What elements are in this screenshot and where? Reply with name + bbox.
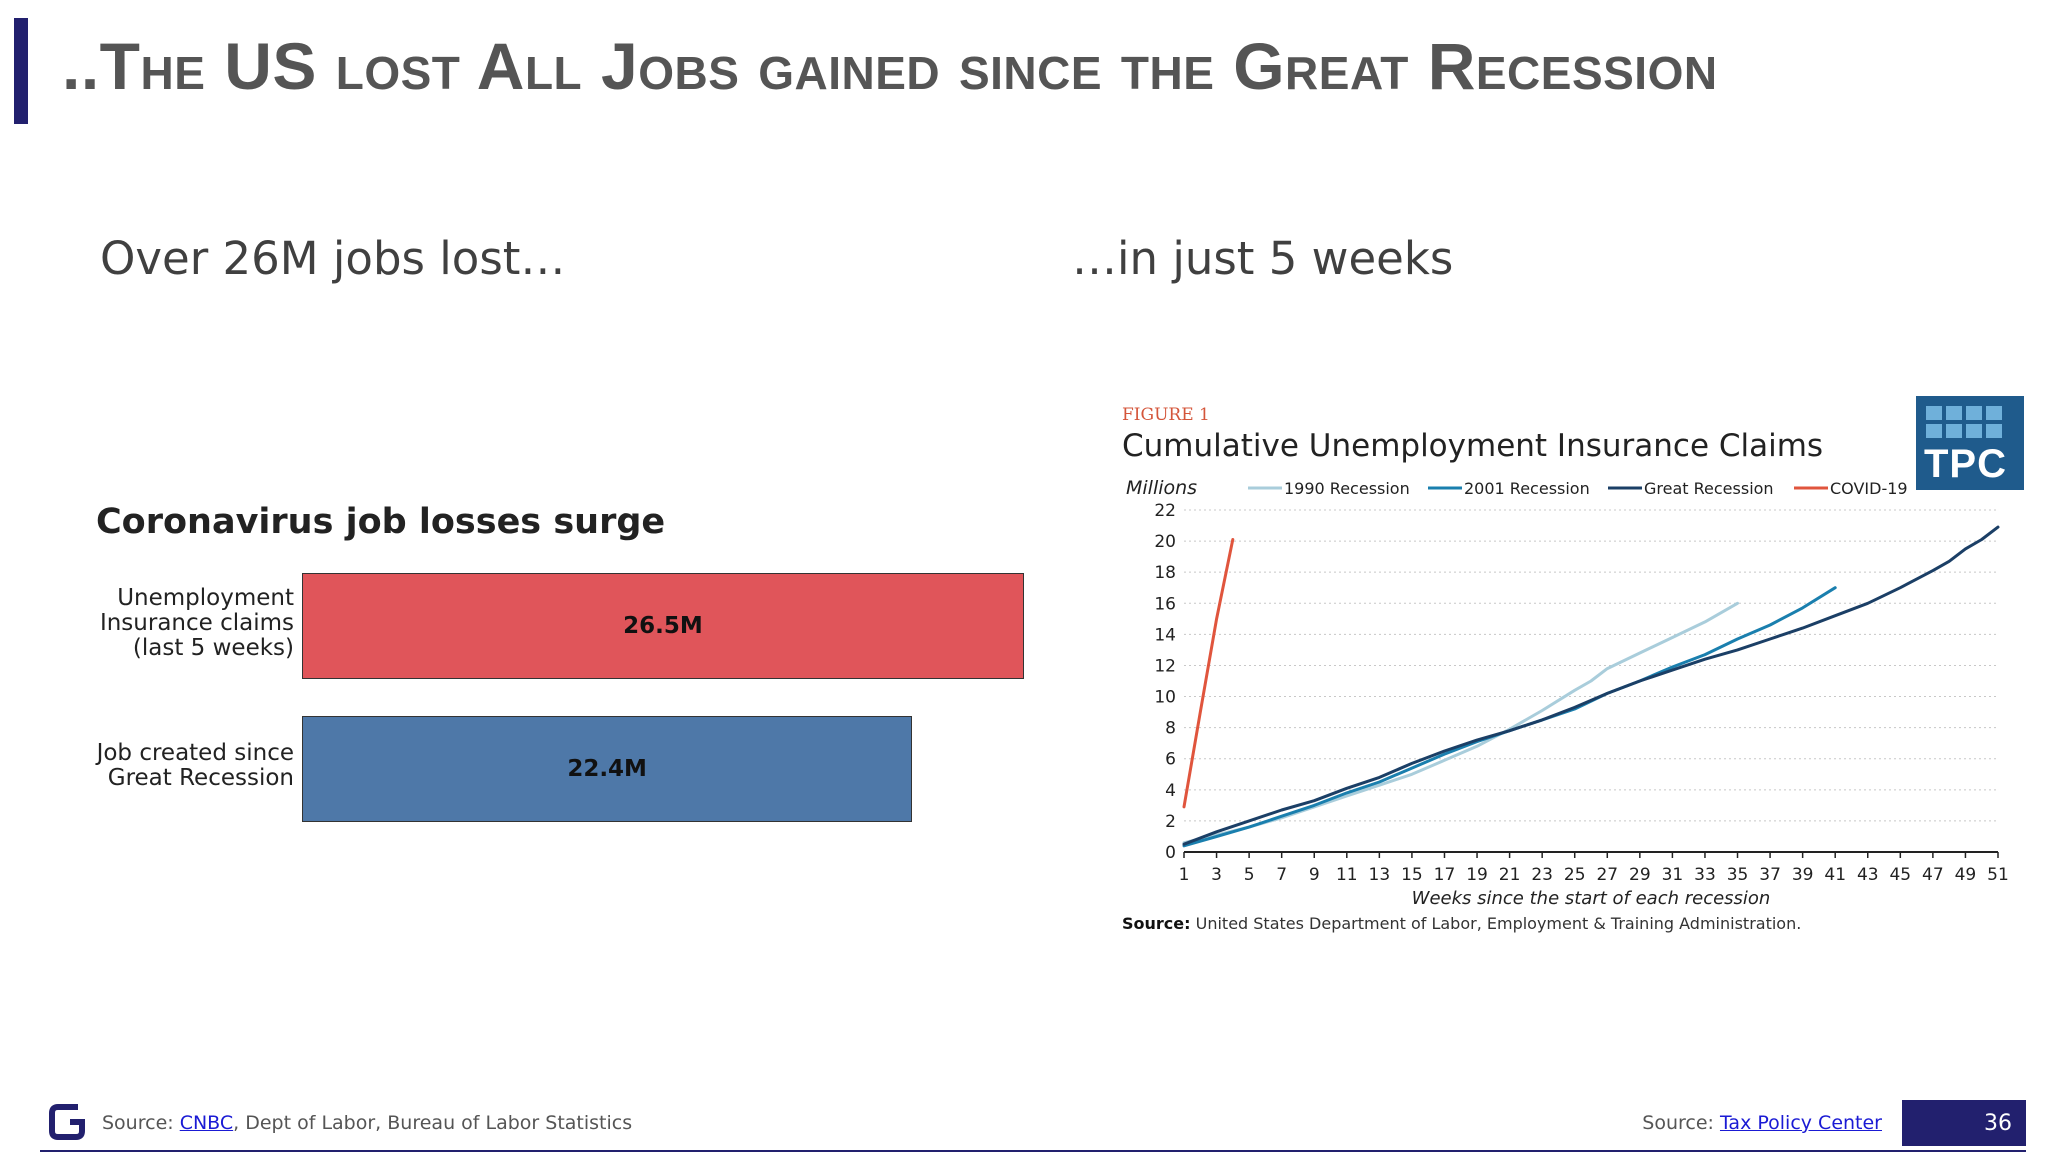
legend-entry: 1990 Recession <box>1284 479 1410 498</box>
x-tick-label: 49 <box>1955 865 1977 885</box>
bar-label-line: Job created since <box>96 740 294 766</box>
x-tick-label: 31 <box>1662 865 1684 885</box>
x-tick-label: 41 <box>1824 865 1846 885</box>
y-tick-label: 0 <box>1165 843 1176 863</box>
y-tick-label: 2 <box>1165 812 1176 832</box>
series-line <box>1182 586 1837 848</box>
x-tick-label: 47 <box>1922 865 1944 885</box>
bar-value-label: 26.5M <box>623 613 703 639</box>
g-logo-icon <box>49 1104 85 1140</box>
bar-label-line: Unemployment <box>117 585 294 611</box>
slide-title: ..The US lost All Jobs gained since the … <box>62 29 1718 103</box>
y-tick-label: 4 <box>1165 781 1176 801</box>
x-tick-label: 23 <box>1531 865 1553 885</box>
y-tick-label: 18 <box>1154 563 1176 583</box>
cnbc-link[interactable]: CNBC <box>179 1112 234 1134</box>
page-number: 36 <box>1902 1100 2026 1146</box>
chart-source-label: Source: <box>1122 914 1191 933</box>
x-tick-label: 51 <box>1987 865 2008 885</box>
x-tick-label: 45 <box>1889 865 1911 885</box>
bar-unemployment-claims: 26.5M <box>302 573 1024 679</box>
subtitle-right: …in just 5 weeks <box>1072 232 1454 285</box>
y-tick-label: 16 <box>1154 594 1176 614</box>
line-chart-title: Cumulative Unemployment Insurance Claims <box>1122 428 1824 464</box>
x-tick-label: 43 <box>1857 865 1879 885</box>
x-tick-label: 39 <box>1792 865 1814 885</box>
footer-source-left: Source: CNBC, Dept of Labor, Bureau of L… <box>102 1112 632 1134</box>
x-tick-label: 25 <box>1564 865 1586 885</box>
series-line <box>1182 525 2000 846</box>
footer-source-prefix: Source: <box>1642 1112 1720 1134</box>
y-tick-label: 12 <box>1154 656 1176 676</box>
x-tick-label: 15 <box>1401 865 1423 885</box>
x-tick-label: 17 <box>1434 865 1456 885</box>
y-tick-label: 8 <box>1165 719 1176 739</box>
x-tick-label: 3 <box>1211 865 1222 885</box>
y-axis-label: Millions <box>1126 477 1197 499</box>
series-line <box>1182 601 1739 845</box>
x-axis-label: Weeks since the start of each recession <box>1412 888 1771 909</box>
x-tick-label: 7 <box>1276 865 1287 885</box>
bar-label-line: (last 5 weeks) <box>132 635 294 661</box>
x-tick-label: 9 <box>1309 865 1320 885</box>
x-tick-label: 29 <box>1629 865 1651 885</box>
legend-entry: 2001 Recession <box>1464 479 1590 498</box>
x-tick-label: 5 <box>1244 865 1255 885</box>
x-tick-label: 11 <box>1336 865 1358 885</box>
bar-value-label: 22.4M <box>567 756 647 782</box>
bar-label-unemployment-claims: Unemployment Insurance claims (last 5 we… <box>94 586 294 661</box>
y-tick-label: 14 <box>1154 625 1176 645</box>
bar-label-line: Insurance claims <box>99 610 294 636</box>
figure-label: FIGURE 1 <box>1122 405 1210 425</box>
bar-jobs-created: 22.4M <box>302 716 913 822</box>
footer-source-prefix: Source: <box>102 1112 180 1134</box>
footer-source-suffix: , Dept of Labor, Bureau of Labor Statist… <box>233 1112 633 1134</box>
y-tick-label: 20 <box>1154 532 1176 552</box>
y-tick-label: 10 <box>1154 688 1176 708</box>
x-tick-label: 13 <box>1369 865 1391 885</box>
x-tick-label: 35 <box>1727 865 1749 885</box>
bar-label-jobs-created: Job created since Great Recession <box>94 741 294 791</box>
x-tick-label: 33 <box>1694 865 1716 885</box>
x-tick-label: 27 <box>1596 865 1618 885</box>
series-line <box>1182 538 1235 809</box>
bar-chart-title: Coronavirus job losses surge <box>96 502 666 542</box>
y-tick-label: 22 <box>1154 501 1176 521</box>
subtitle-left: Over 26M jobs lost… <box>100 232 566 285</box>
y-tick-label: 6 <box>1165 750 1176 770</box>
x-tick-label: 19 <box>1466 865 1488 885</box>
tpc-logo-icon: TPC <box>1916 396 2024 490</box>
chart-source-text: United States Department of Labor, Emplo… <box>1190 914 1802 933</box>
chart-source: Source: United States Department of Labo… <box>1122 914 1801 933</box>
footer-divider <box>40 1150 2026 1152</box>
tax-policy-center-link[interactable]: Tax Policy Center <box>1719 1112 1882 1134</box>
title-accent-bar <box>14 18 28 124</box>
legend-entry: COVID-19 <box>1830 479 1908 498</box>
x-tick-label: 37 <box>1759 865 1781 885</box>
x-tick-label: 1 <box>1179 865 1190 885</box>
legend-entry: Great Recession <box>1644 479 1774 498</box>
bar-label-line: Great Recession <box>107 765 294 791</box>
footer-source-right: Source: Tax Policy Center <box>1642 1112 1882 1134</box>
x-tick-label: 21 <box>1499 865 1521 885</box>
